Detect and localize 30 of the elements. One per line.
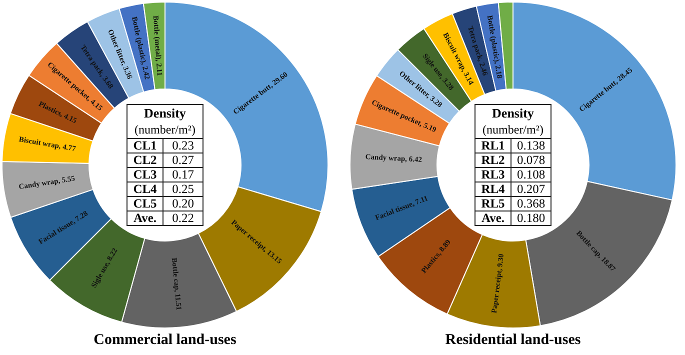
text: RL3 xyxy=(481,168,505,182)
text: 0.22 xyxy=(172,211,194,225)
text: RL1 xyxy=(481,138,505,152)
text: CL4 xyxy=(133,182,158,196)
text: Density xyxy=(492,106,534,120)
text: 0.368 xyxy=(516,196,546,210)
text: 0.25 xyxy=(172,182,194,196)
text: Density xyxy=(144,106,186,120)
text: CL1 xyxy=(133,138,157,152)
text: 0.180 xyxy=(516,211,546,225)
text: (number/m²) xyxy=(134,122,196,136)
text: CL5 xyxy=(133,196,157,210)
text: 0.23 xyxy=(172,138,194,152)
text: Ave. xyxy=(133,211,157,225)
text: 0.108 xyxy=(516,168,546,182)
text: 0.17 xyxy=(172,168,194,182)
text: (number/m²) xyxy=(482,122,544,136)
text: RL5 xyxy=(481,196,505,210)
text: Residential land-uses xyxy=(445,332,581,348)
text: Ave. xyxy=(481,211,505,225)
text: 0.207 xyxy=(516,182,546,196)
text: CL2 xyxy=(133,153,157,167)
text: 0.27 xyxy=(172,153,194,167)
text: RL2 xyxy=(481,153,505,167)
text: 0.078 xyxy=(516,153,546,167)
text: 0.138 xyxy=(516,138,546,152)
text: Commercial land-uses xyxy=(94,332,236,348)
text: CL3 xyxy=(133,168,157,182)
text: RL4 xyxy=(481,182,506,196)
text: 0.20 xyxy=(172,196,194,210)
